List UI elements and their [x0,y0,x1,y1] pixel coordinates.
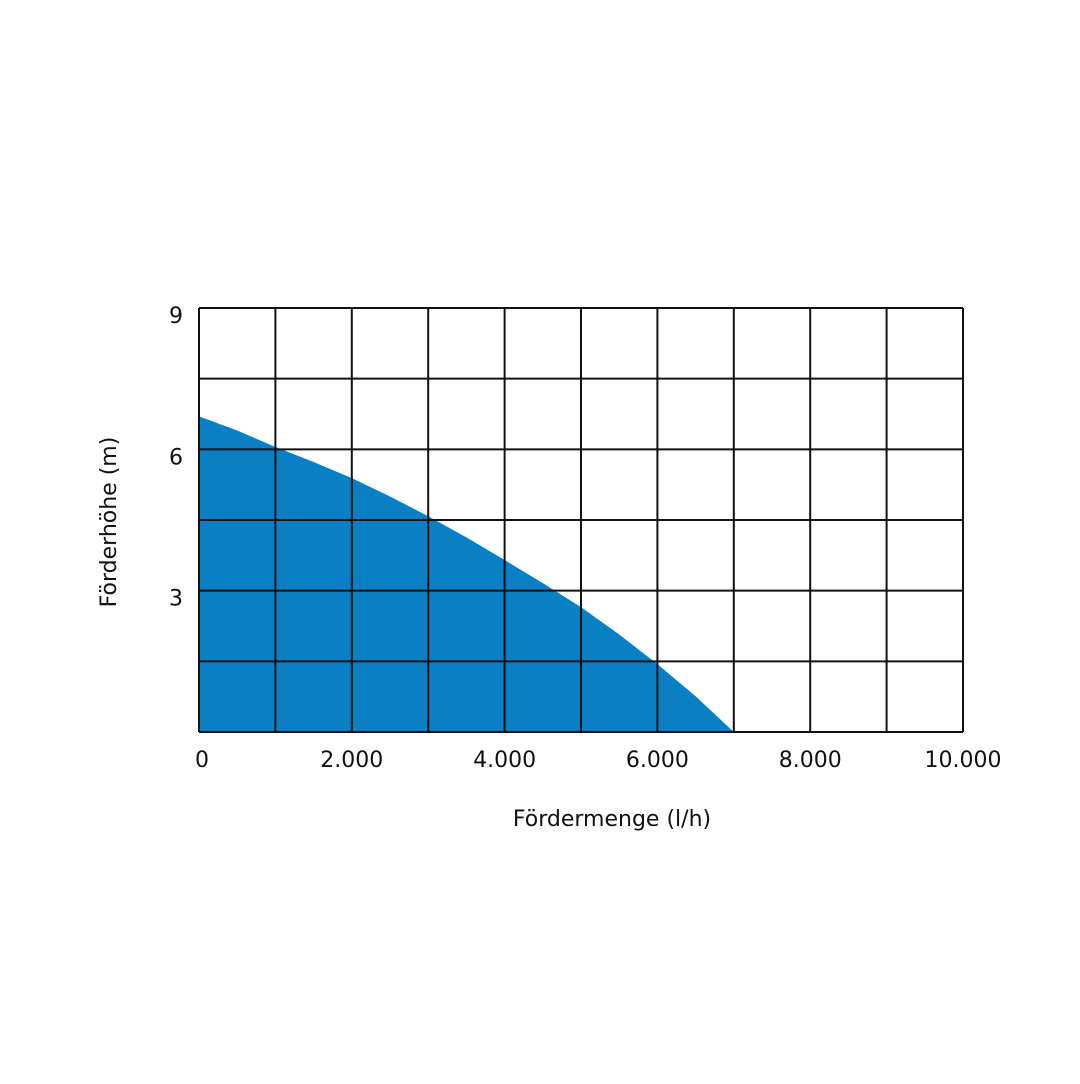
x-axis-label: Fördermenge (l/h) [513,807,711,832]
y-tick-label: 6 [169,445,183,470]
x-tick-label: 4.000 [473,748,536,773]
area [199,416,734,732]
x-tick-label: 6.000 [626,748,689,773]
x-tick-label: 2.000 [320,748,383,773]
x-tick-label: 0 [195,748,209,773]
y-tick-label: 3 [169,587,183,612]
x-tick-label: 10.000 [925,748,1002,773]
x-tick-label: 8.000 [779,748,842,773]
y-axis-label: Förderhöhe (m) [97,437,122,608]
y-tick-label: 9 [169,304,183,329]
